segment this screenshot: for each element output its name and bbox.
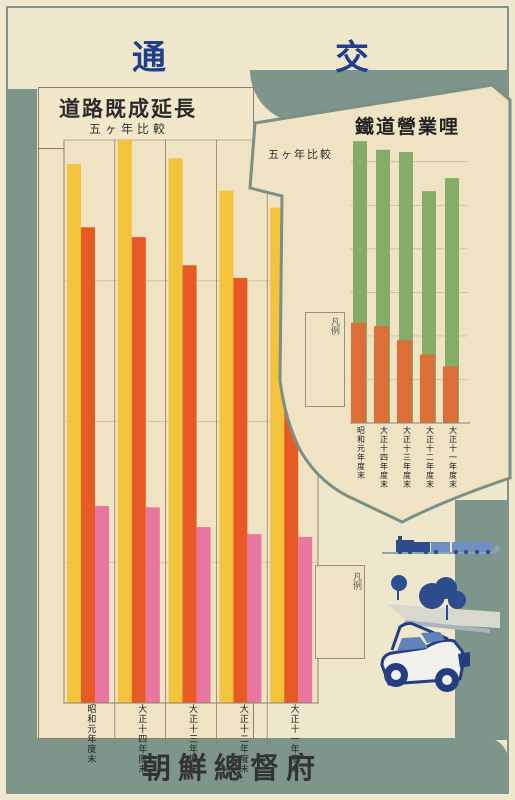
rail-bar-1 <box>445 178 459 423</box>
road-bar-2 <box>131 237 146 703</box>
left-border-band <box>8 89 37 794</box>
road-chart-header: 道路既成延長 五ヶ年比較 <box>39 88 253 149</box>
road-bar-1 <box>168 158 183 704</box>
road-chart-subtitle: 五ヶ年比較 <box>89 122 170 136</box>
bottom-band <box>8 738 508 794</box>
rail-bar-2 <box>351 322 366 423</box>
car-illustration <box>380 621 470 692</box>
road-bar-2 <box>233 277 248 703</box>
rail-category-label: 昭和元年度末 <box>357 426 365 480</box>
rail-legend-title: 凡例 <box>329 317 339 335</box>
rail-category-label: 大正十二年度末 <box>426 425 434 489</box>
road-illustration <box>387 604 500 633</box>
rail-category-label: 大正十一年度末 <box>449 425 457 489</box>
rail-bar-2 <box>443 366 458 423</box>
train-illustration <box>382 536 500 555</box>
road-bar-3 <box>196 527 211 703</box>
road-bar-3 <box>145 507 160 703</box>
rail-chart-subtitle: 五ヶ年比較 <box>268 148 333 161</box>
road-bar-2 <box>81 227 95 703</box>
rail-chart-title: 鐵道營業哩 <box>355 116 461 138</box>
road-category-label: 大正十二年度末 <box>240 703 249 775</box>
road-category-label: 大正十一年度末 <box>291 703 300 775</box>
rail-bar-2 <box>420 354 435 423</box>
rail-bar-2 <box>374 326 389 423</box>
road-category-label: 大正十四年度末 <box>138 703 147 775</box>
road-bar-3 <box>247 534 262 703</box>
title-right: 交 <box>335 38 371 78</box>
rail-bar-2 <box>397 340 412 423</box>
rail-category-label: 大正十三年度末 <box>403 425 411 489</box>
rail-legend: 凡例 <box>305 312 345 407</box>
road-bar-1 <box>219 190 234 704</box>
road-chart-title: 道路既成延長 <box>59 96 197 121</box>
road-bar-3 <box>298 536 313 703</box>
road-bar-1 <box>67 163 81 704</box>
road-category-label: 昭和元年度末 <box>87 704 96 765</box>
issuer-name: 朝鮮總督府 <box>142 751 323 785</box>
road-legend-title: 凡例 <box>351 572 361 590</box>
road-bar-2 <box>182 265 197 703</box>
rail-category-label: 大正十四年度末 <box>380 425 388 489</box>
road-category-label: 大正十三年度末 <box>189 703 198 775</box>
road-legend: 凡例 <box>315 565 365 659</box>
trees-illustration <box>391 575 466 620</box>
road-bar-1 <box>117 140 132 703</box>
title-left: 通 <box>132 38 168 78</box>
road-bar-3 <box>95 505 109 703</box>
